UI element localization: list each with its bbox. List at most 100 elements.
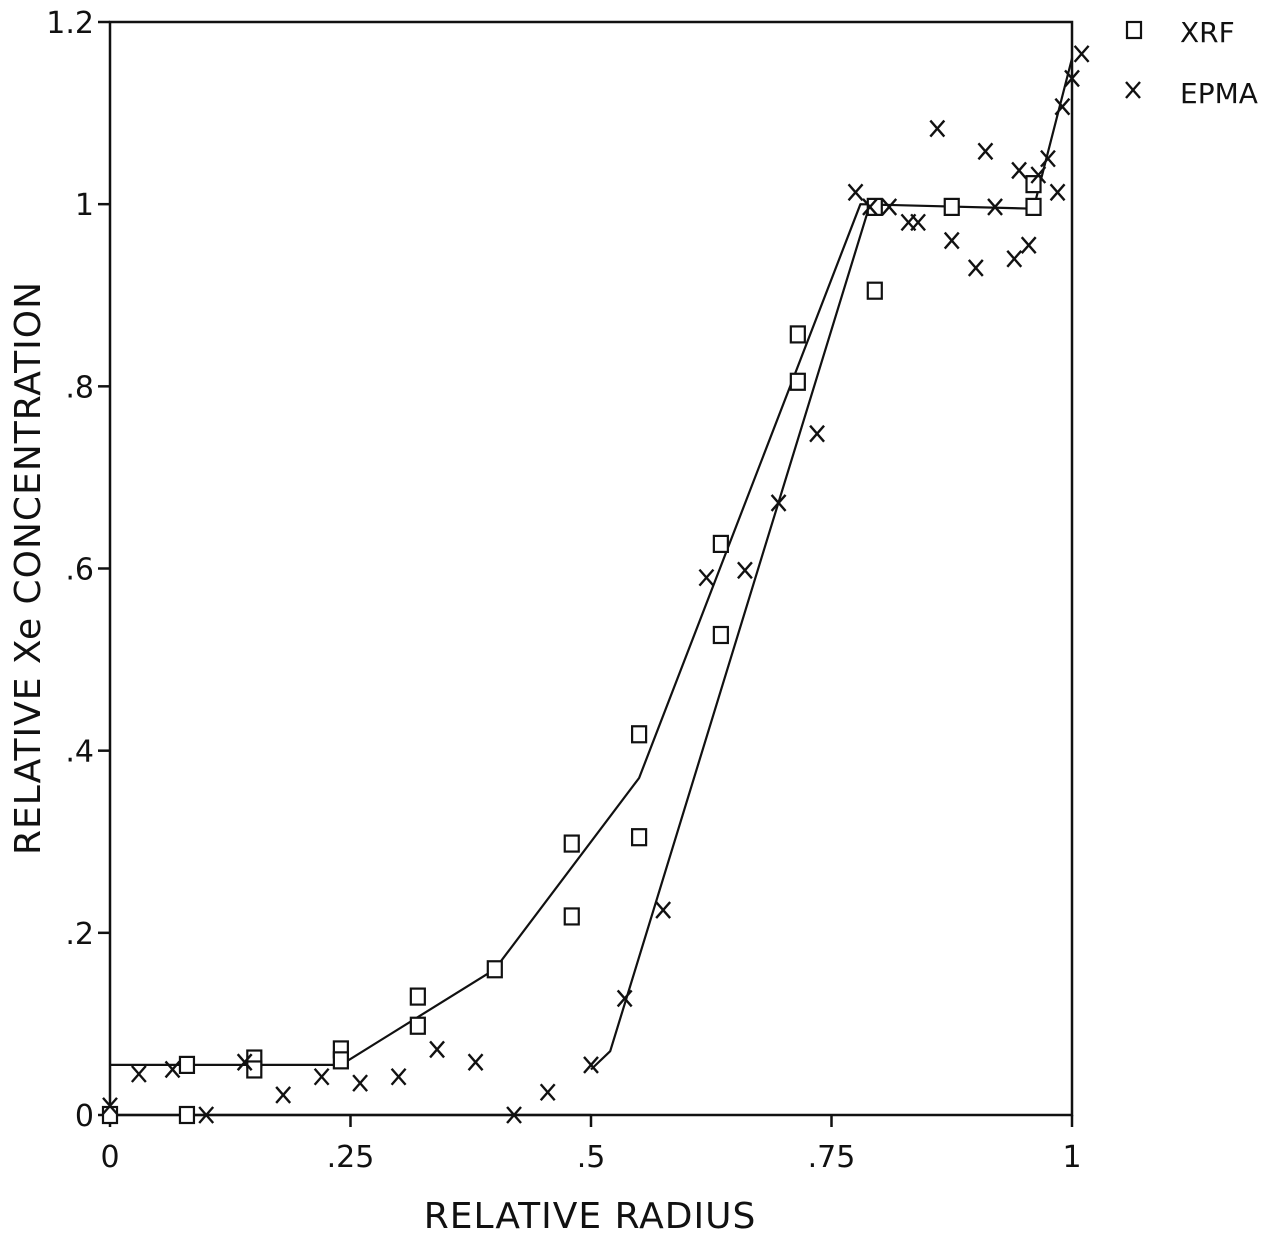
- xrf-point: [486, 960, 503, 979]
- y-tick-label: .4: [65, 735, 94, 770]
- x-axis-title: RELATIVE RADIUS: [424, 1196, 757, 1237]
- xrf-point: [866, 197, 883, 216]
- xrf-point: [101, 1105, 119, 1125]
- epma-point: [977, 142, 994, 161]
- xrf-point: [409, 1016, 426, 1035]
- epma-point: [102, 1097, 118, 1115]
- epma-point: [1020, 236, 1037, 254]
- y-axis-ticks: 0 .2 .4 .6 .8 1 1.2: [46, 6, 110, 1134]
- legend: XRF EPMA: [1125, 16, 1258, 110]
- epma-point-stroke: [467, 1053, 484, 1071]
- epma-point: [847, 183, 864, 202]
- xrf-point: [712, 625, 729, 645]
- fit-line-xrf: [110, 58, 1074, 1066]
- epma-point: [881, 198, 898, 216]
- xrf-point: [178, 1105, 196, 1125]
- x-tick-label: .75: [808, 1140, 856, 1175]
- epma-point: [164, 1060, 181, 1079]
- xrf-point: [178, 1055, 196, 1075]
- epma-point: [616, 989, 633, 1008]
- y-tick-label: .6: [65, 553, 94, 588]
- epma-point: [506, 1106, 522, 1124]
- epma-point: [1030, 166, 1047, 184]
- epma-point-stroke: [987, 198, 1003, 216]
- legend-label-xrf: XRF: [1180, 16, 1235, 49]
- y-axis-title: RELATIVE Xe CONCENTRATION: [8, 281, 49, 855]
- epma-point-stroke: [1049, 183, 1066, 202]
- epma-point-stroke: [847, 183, 864, 202]
- epma-point: [467, 1053, 484, 1071]
- epma-point-stroke: [164, 1060, 181, 1079]
- epma-point: [1054, 97, 1071, 116]
- epma-point-stroke: [881, 198, 898, 216]
- epma-point-stroke: [1064, 69, 1080, 88]
- epma-point-stroke: [770, 494, 787, 512]
- xrf-point: [563, 834, 580, 853]
- xrf-point: [1025, 197, 1042, 216]
- epma-point-stroke: [616, 989, 633, 1008]
- epma-point-stroke: [390, 1067, 407, 1086]
- epma-point: [809, 424, 825, 443]
- xrf-point: [563, 907, 580, 926]
- epma-point-stroke: [583, 1056, 599, 1074]
- epma-point: [1064, 69, 1080, 88]
- epma-point-stroke: [1011, 161, 1027, 180]
- legend-x-icon: [1125, 81, 1141, 99]
- x-tick-label: .5: [577, 1140, 606, 1175]
- epma-point-stroke: [506, 1106, 522, 1124]
- xrf-point: [789, 372, 806, 391]
- fit-lines: [110, 58, 1074, 1117]
- epma-point-stroke: [1006, 250, 1023, 268]
- epma-point: [539, 1083, 556, 1102]
- x-tick-label: .25: [327, 1140, 375, 1175]
- epma-point-stroke: [275, 1086, 292, 1104]
- epma-point: [929, 119, 946, 138]
- epma-point-stroke: [429, 1040, 445, 1059]
- epma-point: [352, 1074, 369, 1092]
- xrf-point: [1025, 175, 1042, 194]
- epma-point-stroke: [977, 142, 994, 161]
- epma-point: [583, 1056, 599, 1074]
- xrf-point: [712, 534, 729, 554]
- epma-point: [236, 1053, 253, 1071]
- epma-point-stroke: [809, 424, 825, 443]
- y-tick-label: 0: [75, 1099, 94, 1134]
- epma-point-stroke: [352, 1074, 369, 1092]
- epma-point-stroke: [102, 1097, 118, 1115]
- xrf-point: [630, 828, 648, 847]
- fit-line-epma-2: [590, 203, 872, 1071]
- epma-point-stroke: [967, 259, 984, 277]
- y-tick-label: 1: [75, 188, 94, 223]
- epma-point-stroke: [236, 1053, 253, 1071]
- epma-point-stroke: [1040, 149, 1056, 168]
- epma-point-stroke: [1030, 166, 1047, 184]
- legend-label-epma: EPMA: [1180, 77, 1258, 110]
- epma-point-stroke: [198, 1106, 215, 1124]
- epma-point: [130, 1065, 147, 1083]
- data-marks: [101, 45, 1090, 1125]
- epma-point: [1073, 45, 1090, 63]
- epma-point: [1006, 250, 1023, 268]
- xrf-point: [943, 197, 960, 216]
- x-tick-label: 1: [1062, 1140, 1081, 1175]
- epma-point: [390, 1067, 407, 1086]
- epma-point: [698, 568, 715, 587]
- x-tick-label: 0: [100, 1140, 119, 1175]
- epma-point-stroke: [655, 901, 672, 919]
- y-tick-label: .2: [65, 917, 94, 952]
- y-tick-label: 1.2: [46, 6, 94, 41]
- epma-point: [1011, 161, 1027, 180]
- xrf-point: [332, 1051, 349, 1070]
- xrf-point: [246, 1060, 263, 1079]
- epma-point-stroke: [737, 561, 753, 580]
- xrf-point: [789, 325, 806, 344]
- epma-point-stroke: [1073, 45, 1090, 63]
- xrf-point: [630, 725, 648, 744]
- epma-point: [1040, 149, 1056, 168]
- epma-point: [862, 198, 878, 216]
- epma-point-stroke: [1020, 236, 1037, 254]
- epma-point: [910, 213, 926, 232]
- xrf-point: [409, 987, 426, 1006]
- epma-point: [198, 1106, 215, 1124]
